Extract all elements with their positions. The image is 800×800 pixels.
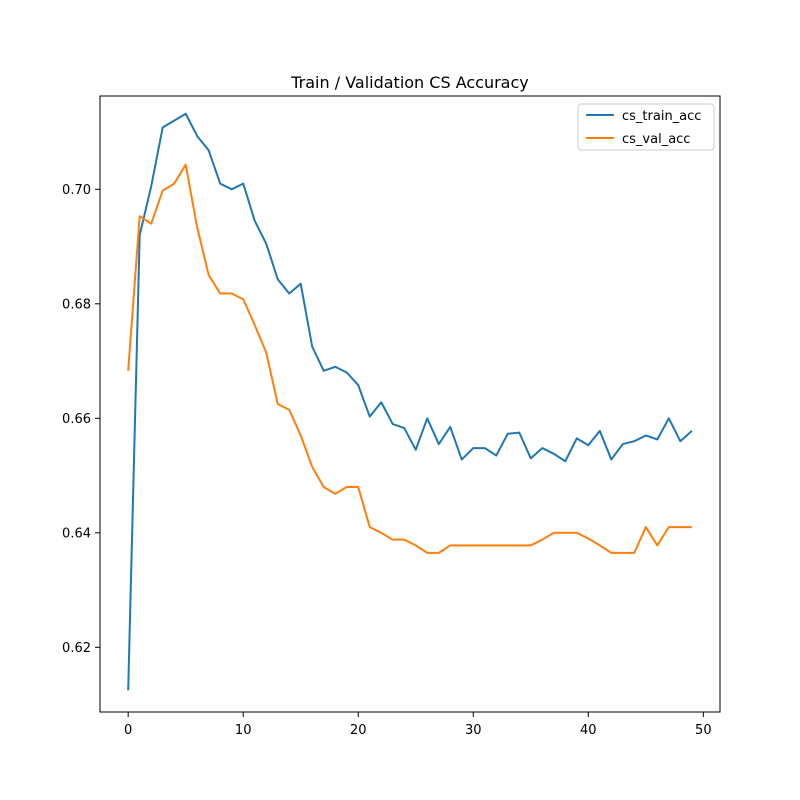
y-tick-label: 0.70 [62,183,91,198]
y-tick-label: 0.68 [62,297,91,312]
series-line-cs_val_acc [127,163,692,554]
y-tick-label: 0.62 [62,641,91,656]
plot-lines [127,112,693,691]
legend: cs_train_acc cs_val_acc [577,103,715,151]
x-tick-label: 0 [124,723,132,738]
plot-frame [99,95,721,713]
series-line-cs_train_acc [127,112,693,691]
y-tick-label: 0.64 [62,526,91,541]
legend-label-val: cs_val_acc [622,132,690,147]
x-axis: 0 10 20 30 40 50 [124,712,712,738]
x-tick-label: 40 [580,723,597,738]
x-tick-label: 50 [695,723,712,738]
x-tick-label: 30 [465,723,482,738]
y-tick-label: 0.66 [62,412,91,427]
chart-title: Train / Validation CS Accuracy [290,73,529,92]
x-tick-label: 20 [350,723,367,738]
y-axis: 0.62 0.64 0.66 0.68 0.70 [62,183,100,656]
legend-label-train: cs_train_acc [622,109,701,124]
x-tick-label: 10 [235,723,252,738]
